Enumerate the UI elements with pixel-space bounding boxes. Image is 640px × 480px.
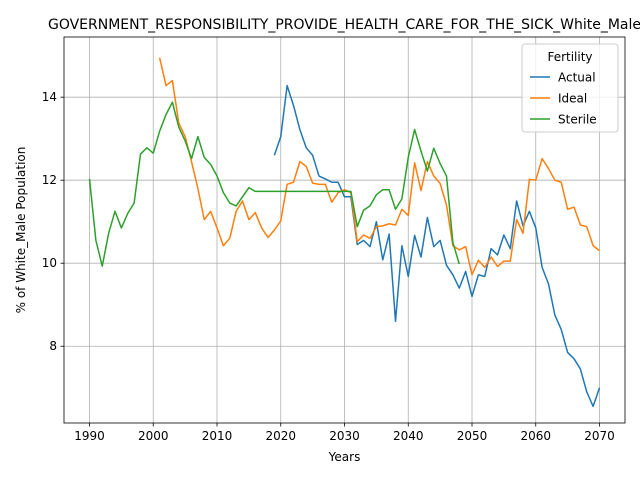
x-tick-label: 2020 <box>265 429 296 443</box>
x-tick-label: 2000 <box>138 429 169 443</box>
plot-lines <box>88 57 601 408</box>
y-axis-ticks: 8 10 12 14 <box>42 90 64 353</box>
series-line-actual <box>273 84 601 408</box>
y-tick-label: 10 <box>42 256 57 270</box>
x-tick-label: 2060 <box>520 429 551 443</box>
chart-title: GOVERNMENT_RESPONSIBILITY_PROVIDE_HEALTH… <box>48 17 640 33</box>
legend-label-actual: Actual <box>558 71 596 85</box>
y-tick-label: 12 <box>42 173 57 187</box>
series-line-sterile <box>88 101 460 267</box>
x-axis-label: Years <box>328 450 361 464</box>
x-axis-ticks: 1990 2000 2010 2020 2030 2040 2050 2060 2070 <box>74 423 615 443</box>
y-axis-label: % of White_Male Population <box>14 147 28 314</box>
legend-box <box>521 43 619 133</box>
legend: Fertility Actual Ideal Sterile <box>521 43 619 133</box>
legend-label-sterile: Sterile <box>558 113 597 127</box>
x-tick-label: 2050 <box>457 429 488 443</box>
legend-title: Fertility <box>547 50 592 64</box>
x-tick-label: 1990 <box>74 429 105 443</box>
legend-label-ideal: Ideal <box>558 92 587 106</box>
y-tick-label: 14 <box>42 90 57 104</box>
series-line-ideal <box>158 57 600 276</box>
x-tick-label: 2030 <box>329 429 360 443</box>
x-tick-label: 2040 <box>393 429 424 443</box>
x-tick-label: 2070 <box>584 429 615 443</box>
x-tick-label: 2010 <box>202 429 233 443</box>
y-tick-label: 8 <box>49 339 57 353</box>
